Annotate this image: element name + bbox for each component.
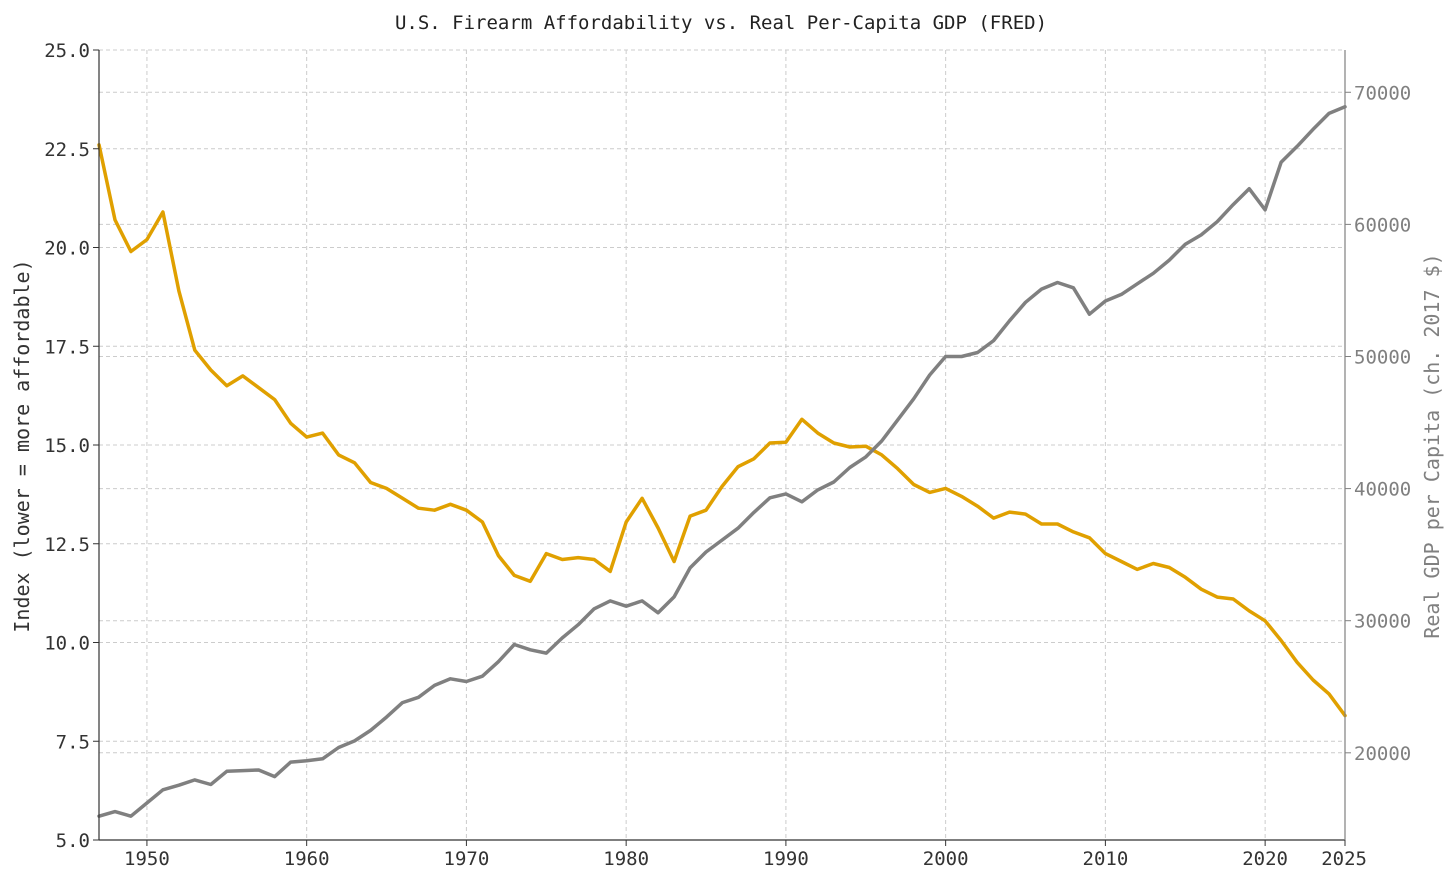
x-tick-label: 2020 — [1242, 848, 1288, 870]
tick-labels: 1950 1960 1970 1980 1990 2000 2010 2020 2025 5.0 7… — [44, 40, 1411, 870]
x-tick-label: 1960 — [284, 848, 330, 870]
grid — [99, 49, 1346, 841]
y-tick-label: 20.0 — [44, 238, 90, 260]
x-tick-label: 2025 — [1321, 848, 1367, 870]
y2-tick-label: 30000 — [1354, 611, 1411, 633]
y2-tick-label: 20000 — [1354, 743, 1411, 765]
y-tick-label: 25.0 — [44, 40, 90, 62]
y-tick-label: 17.5 — [44, 336, 90, 358]
y-tick-label: 7.5 — [56, 731, 90, 753]
y-tick-label: 10.0 — [44, 633, 90, 655]
chart-title: U.S. Firearm Affordability vs. Real Per-… — [395, 12, 1047, 34]
y-tick-label: 15.0 — [44, 435, 90, 457]
x-tick-label: 2000 — [923, 848, 969, 870]
series-layer — [97, 105, 1347, 818]
y-tick-label: 5.0 — [56, 830, 90, 852]
gdp-per-capita-line — [97, 105, 1347, 818]
affordability-index-line — [97, 143, 1347, 718]
x-tick-label: 1990 — [763, 848, 809, 870]
y-tick-label: 12.5 — [44, 534, 90, 556]
y2-tick-label: 50000 — [1354, 346, 1411, 368]
y-axis-title: Index (lower = more affordable) — [10, 259, 34, 632]
x-tick-label: 1970 — [444, 848, 490, 870]
axes — [93, 49, 1351, 846]
y2-axis-title: Real GDP per Capita (ch. 2017 $) — [1420, 253, 1444, 638]
y-tick-label: 22.5 — [44, 139, 90, 161]
x-tick-label: 1950 — [124, 848, 170, 870]
x-tick-label: 1980 — [603, 848, 649, 870]
y2-tick-label: 60000 — [1354, 214, 1411, 236]
y2-tick-label: 40000 — [1354, 479, 1411, 501]
x-tick-label: 2010 — [1083, 848, 1129, 870]
y2-tick-label: 70000 — [1354, 82, 1411, 104]
